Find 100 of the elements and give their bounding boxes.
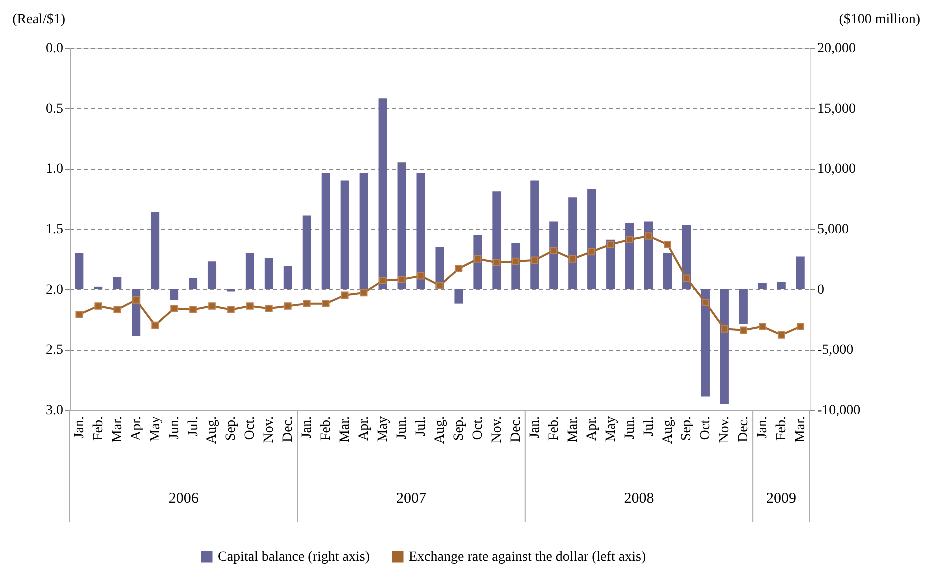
x-tick-label: May <box>376 416 392 442</box>
point <box>228 306 235 314</box>
text: 2009 <box>766 491 797 507</box>
y-tick-label: 3.0 <box>46 404 64 418</box>
y2-tick-label: 20,000 <box>818 42 856 56</box>
bar <box>246 253 254 290</box>
x-tick-label: Feb. <box>91 416 106 441</box>
bar <box>701 289 710 397</box>
bar <box>739 289 748 324</box>
x-tick-label: Jun. <box>622 416 638 440</box>
point <box>796 323 804 330</box>
x-tick-label: Dec. <box>508 416 524 443</box>
x-tick-label: Jan. <box>756 416 771 439</box>
x-tick-label: Mar. <box>110 416 126 443</box>
x-tick-label: Jan. <box>528 416 543 439</box>
bar <box>454 289 464 304</box>
x-tick-label: Nov. <box>718 416 733 444</box>
bar <box>208 262 217 290</box>
x-tick-label: Feb. <box>319 416 334 441</box>
y-tick-label: 0.5 <box>46 102 64 117</box>
point <box>76 311 84 318</box>
point <box>208 302 216 310</box>
x-tick-label: Jun. <box>167 416 182 440</box>
x-tick-label: Mar. <box>566 416 581 443</box>
x-tick-label: Oct. <box>698 416 714 440</box>
bar <box>530 180 540 290</box>
x-tick-label: Jul. <box>414 416 430 436</box>
point <box>645 232 652 240</box>
point <box>550 247 558 254</box>
point <box>721 325 728 333</box>
point <box>588 248 596 256</box>
point <box>266 304 273 312</box>
x-tick-label: Feb. <box>774 416 790 441</box>
bar <box>492 192 502 290</box>
bar <box>398 162 406 290</box>
x-tick-label: Apr. <box>584 416 600 441</box>
point <box>436 282 444 290</box>
bar <box>550 222 558 290</box>
y2-tick-label: -10,000 <box>818 404 861 418</box>
bar <box>151 212 160 290</box>
point <box>398 276 406 284</box>
point <box>94 302 102 310</box>
bar <box>302 216 312 290</box>
x-tick-label: Apr. <box>357 416 372 441</box>
x-tick-label: Apr. <box>129 416 144 441</box>
y2-tick-label: 0 <box>818 282 824 298</box>
x-tick-label: Dec. <box>281 416 296 443</box>
point <box>740 326 748 334</box>
y-tick-label: 2.0 <box>46 282 64 298</box>
point <box>322 300 330 308</box>
point <box>341 292 349 300</box>
bar <box>322 173 330 290</box>
point <box>683 274 690 282</box>
point <box>152 322 159 330</box>
x-tick-label: Feb. <box>546 416 562 441</box>
point <box>246 302 254 310</box>
bar <box>777 282 786 290</box>
x-tick-label: Sep. <box>224 416 240 441</box>
x-tick-label: Oct. <box>470 416 486 440</box>
text: 2007 <box>396 491 428 507</box>
bar <box>568 198 578 290</box>
legend-label: Capital balance (right axis) <box>218 550 370 565</box>
point <box>531 256 539 264</box>
x-tick-label: Aug. <box>660 416 676 444</box>
x-tick-label: Jul. <box>186 416 202 436</box>
point <box>702 298 710 306</box>
bar <box>94 286 103 290</box>
bar <box>416 173 426 290</box>
x-tick-label: Jan. <box>300 416 316 439</box>
x-tick-label: May <box>148 416 164 442</box>
y2-tick-label: -5,000 <box>818 343 854 358</box>
y2-tick-label: 15,000 <box>818 102 856 117</box>
point <box>778 332 786 339</box>
point <box>417 272 425 280</box>
x-tick-label: Aug. <box>205 416 220 444</box>
bar <box>284 266 292 290</box>
bar <box>75 253 84 290</box>
point <box>607 241 614 248</box>
bar <box>626 222 634 290</box>
point <box>284 302 292 310</box>
y-tick-label: 2.5 <box>46 343 64 358</box>
text: 2006 <box>168 491 200 507</box>
point <box>493 259 501 266</box>
x-tick-label: Jun. <box>395 416 410 440</box>
point <box>170 304 178 312</box>
x-tick-label: Mar. <box>338 416 354 443</box>
bar <box>663 253 672 290</box>
x-tick-label: Aug. <box>433 416 448 444</box>
y-tick-label: 0.0 <box>46 42 64 56</box>
point <box>474 256 482 263</box>
bar <box>796 256 805 290</box>
bar <box>189 278 198 290</box>
point <box>455 265 463 272</box>
point <box>360 289 368 297</box>
point <box>379 277 387 285</box>
bar <box>588 189 596 290</box>
y2-tick-label: 10,000 <box>818 162 856 178</box>
x-tick-label: Sep. <box>680 416 695 441</box>
x-tick-label: Oct. <box>243 416 258 440</box>
point <box>664 241 672 248</box>
